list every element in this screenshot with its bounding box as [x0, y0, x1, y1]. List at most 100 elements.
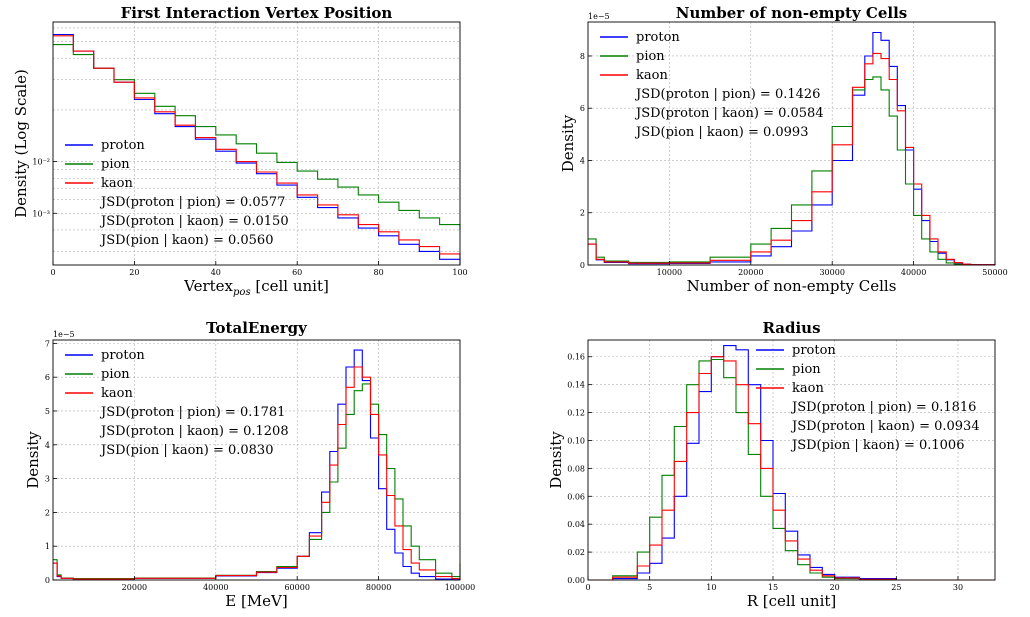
legend-label-pion: pion: [101, 157, 130, 172]
y-tick-label: 0.08: [567, 464, 585, 473]
x-tick-label: 0: [50, 268, 55, 277]
axes-frame: [587, 339, 996, 581]
legend: proton pion kaon JSD(proton | pion) = 0.142…: [600, 30, 824, 140]
x-tick-label: 15: [768, 583, 778, 592]
y-tick-label: 0.02: [567, 548, 585, 557]
jsd-annotation: JSD(pion | kaon) = 0.0560: [99, 233, 273, 248]
y-tick-label: 5: [45, 407, 50, 416]
axes-frame: [587, 21, 996, 266]
legend: proton pion kaon JSD(proton | pion) = 0.057…: [65, 138, 289, 248]
y-tick-label: 2: [45, 508, 50, 517]
chart-title: Number of non-empty Cells: [676, 4, 907, 22]
y-tick-label: 0.06: [567, 492, 585, 501]
series-pion-line: [588, 76, 995, 266]
y-tick-label: 4: [45, 441, 50, 450]
x-axis-label-main: Vertex: [183, 277, 233, 295]
jsd-annotation: JSD(proton | pion) = 0.1816: [790, 400, 976, 415]
y-tick-label: 7: [45, 339, 50, 348]
chart-cells: Number of non-empty Cells 10000 20000 30000…: [559, 4, 1008, 295]
x-tick-label: 30: [953, 583, 963, 592]
x-tick-label: 100: [452, 268, 467, 277]
y-tick-label: 0.04: [567, 520, 585, 529]
y-tick-label: 2: [580, 209, 585, 218]
x-tick-label: 40000: [901, 268, 926, 277]
x-tick-label: 80: [374, 268, 384, 277]
y-tick-label: 10⁻³: [32, 209, 50, 218]
x-tick-label: 5: [647, 583, 652, 592]
x-axis-label: Number of non-empty Cells: [687, 277, 897, 295]
jsd-annotation: JSD(proton | kaon) = 0.0150: [99, 214, 289, 229]
y-tick-label: 3: [45, 475, 50, 484]
legend-label-proton: proton: [101, 348, 145, 363]
jsd-annotation: JSD(pion | kaon) = 0.0830: [99, 443, 273, 458]
x-axis-label-suffix: [cell unit]: [251, 277, 329, 295]
series-proton-line: [588, 345, 995, 581]
jsd-annotation: JSD(proton | kaon) = 0.0584: [634, 106, 824, 121]
legend-label-kaon: kaon: [636, 68, 668, 83]
x-tick-label: 50000: [982, 268, 1007, 277]
legend-label-kaon: kaon: [792, 381, 824, 396]
series-pion-line: [53, 44, 461, 230]
legend: proton pion kaon JSD(proton | pion) = 0.181…: [756, 343, 980, 453]
legend: proton pion kaon JSD(proton | pion) = 0.178…: [65, 348, 289, 458]
legend-label-pion: pion: [636, 49, 665, 64]
x-tick-label: 30000: [819, 268, 844, 277]
chart-energy: TotalEnergy 20000 40000 60000 80000 100000 0 1 2…: [24, 319, 475, 610]
y-tick-label: 0.00: [567, 576, 585, 585]
jsd-annotation: JSD(proton | kaon) = 0.0934: [790, 419, 980, 434]
legend-label-proton: proton: [792, 343, 836, 358]
y-tick-label: 8: [580, 52, 585, 61]
series-kaon-line: [588, 356, 995, 581]
legend-label-kaon: kaon: [101, 176, 133, 191]
y-tick-label: 6: [45, 373, 50, 382]
series-kaon-line: [588, 52, 996, 266]
y-axis-label: Density: [24, 431, 42, 489]
y-tick-label: 0: [580, 261, 585, 270]
legend-label-proton: proton: [101, 138, 145, 153]
jsd-annotation: JSD(proton | pion) = 0.1781: [99, 405, 285, 420]
y-axis-label: Density (Log Scale): [12, 69, 30, 218]
x-axis-label-main: Number of non-empty Cells: [687, 277, 897, 295]
axes-frame: [52, 339, 461, 581]
x-tick-label: 60: [292, 268, 302, 277]
y-axis-label: Density: [559, 114, 577, 172]
x-axis-label: E [MeV]: [225, 592, 288, 610]
y-tick-label: 0.10: [567, 436, 585, 445]
x-tick-label: 80000: [366, 583, 391, 592]
x-tick-label: 40: [211, 268, 221, 277]
legend-label-kaon: kaon: [101, 386, 133, 401]
y-tick-label: 0.14: [567, 381, 585, 390]
chart-title: First Interaction Vertex Position: [121, 4, 393, 22]
y-offset-label: 1e−5: [588, 12, 610, 21]
jsd-annotation: JSD(pion | kaon) = 0.0993: [634, 125, 808, 140]
x-tick-label: 25: [891, 583, 901, 592]
y-tick-label: 1: [45, 542, 50, 551]
x-tick-label: 20000: [122, 583, 147, 592]
y-tick-label: 4: [580, 156, 585, 165]
legend-label-pion: pion: [792, 362, 821, 377]
jsd-annotation: JSD(proton | pion) = 0.1426: [634, 87, 820, 102]
y-tick-label: 0: [45, 576, 50, 585]
x-axis-label: Vertexpos [cell unit]: [183, 277, 329, 298]
chart-radius: Radius 0 5 10 15 20 25 30 0.00 0.02 0.04 0.06 0.08 0.…: [547, 319, 996, 610]
chart-title: TotalEnergy: [206, 319, 308, 337]
y-tick-label: 6: [580, 104, 585, 113]
y-offset-label: 1e−5: [53, 330, 75, 339]
jsd-annotation: JSD(pion | kaon) = 0.1006: [790, 438, 964, 453]
axes-frame: [52, 21, 461, 266]
x-axis-label: R [cell unit]: [747, 592, 837, 610]
legend-label-proton: proton: [636, 30, 680, 45]
x-tick-label: 40000: [203, 583, 228, 592]
series-proton-line: [53, 349, 461, 581]
legend-label-pion: pion: [101, 367, 130, 382]
chart-title: Radius: [762, 319, 820, 337]
x-tick-label: 20000: [738, 268, 763, 277]
x-tick-label: 100000: [445, 583, 476, 592]
y-tick-label: 10⁻²: [32, 158, 50, 167]
y-tick-label: 0.16: [567, 353, 585, 362]
chart-vertex: First Interaction Vertex Position 0 20 40 60…: [12, 4, 468, 298]
y-axis-label: Density: [547, 431, 565, 489]
x-axis-label-main: R [cell unit]: [747, 592, 837, 610]
x-tick-label: 10000: [657, 268, 682, 277]
